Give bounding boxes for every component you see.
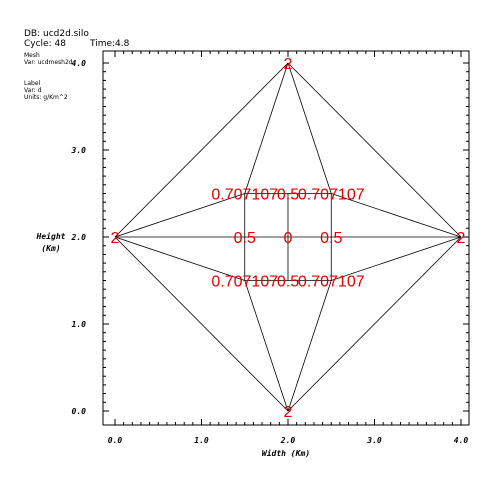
y-tick-label: 3.0 xyxy=(71,146,87,155)
node-value-label: 0.5 xyxy=(277,274,299,291)
mesh-edge xyxy=(287,236,462,412)
y-tick-label: 2.0 xyxy=(71,233,87,242)
x-tick-label: 0.0 xyxy=(108,436,123,445)
node-value-label: 0.5 xyxy=(277,187,299,204)
node-value-label: 2 xyxy=(457,230,466,247)
y-tick-label: 1.0 xyxy=(72,320,87,329)
time-text: Time:4.8 xyxy=(90,39,130,49)
node-value-label: 2 xyxy=(284,56,293,73)
x-axis-label: Width (Km) xyxy=(262,448,310,458)
label-legend-title: Label xyxy=(24,80,41,87)
mesh-edge xyxy=(244,62,289,194)
node-value-label: 0.707107 xyxy=(298,274,365,291)
node-value-label: 0.707107 xyxy=(211,187,278,204)
axis-ticks: 0.0 1.0 2.0 3.0 4.0 0.0 1.0 2.0 3.0 4.0 xyxy=(71,51,469,445)
mesh-edge xyxy=(287,62,462,238)
y-axis-label-line2: (Km) xyxy=(41,244,60,253)
node-value-label: 2 xyxy=(284,404,293,421)
node-value-label: 2 xyxy=(111,230,120,247)
mesh-edge xyxy=(244,280,289,412)
node-value-label: 0 xyxy=(284,230,293,247)
db-title: DB: ucd2d.silo xyxy=(24,29,89,39)
x-tick-label: 3.0 xyxy=(366,436,382,445)
mesh-edge xyxy=(331,236,462,281)
label-legend-units: Units: g/Km^2 xyxy=(24,94,68,101)
mesh-edge xyxy=(114,236,289,412)
mesh-edge xyxy=(331,193,462,238)
node-value-label: 0.5 xyxy=(234,230,256,247)
x-tick-label: 4.0 xyxy=(454,436,469,445)
mesh-edge xyxy=(114,62,289,238)
mesh-edge xyxy=(114,236,245,281)
y-tick-label: 0.0 xyxy=(72,407,87,416)
plot-frame xyxy=(102,50,470,426)
label-legend-var: Var: d xyxy=(24,87,42,94)
mesh-legend-title: Mesh xyxy=(24,52,40,59)
y-axis-label-line1: Height xyxy=(36,231,66,241)
mesh-edge xyxy=(287,62,332,194)
node-value-label: 0.707107 xyxy=(211,274,278,291)
mesh-legend-var: Var: ucdmesh2d xyxy=(24,59,73,66)
x-tick-label: 2.0 xyxy=(280,436,296,445)
y-tick-label: 4.0 xyxy=(72,59,87,68)
node-value-label: 0.707107 xyxy=(298,187,365,204)
mesh-edge xyxy=(114,193,245,238)
node-value-label: 0.5 xyxy=(320,230,342,247)
mesh-edge xyxy=(287,280,332,412)
cycle-text: Cycle: 48 xyxy=(24,39,66,49)
mesh-edges xyxy=(114,62,462,412)
x-tick-label: 1.0 xyxy=(194,436,209,445)
